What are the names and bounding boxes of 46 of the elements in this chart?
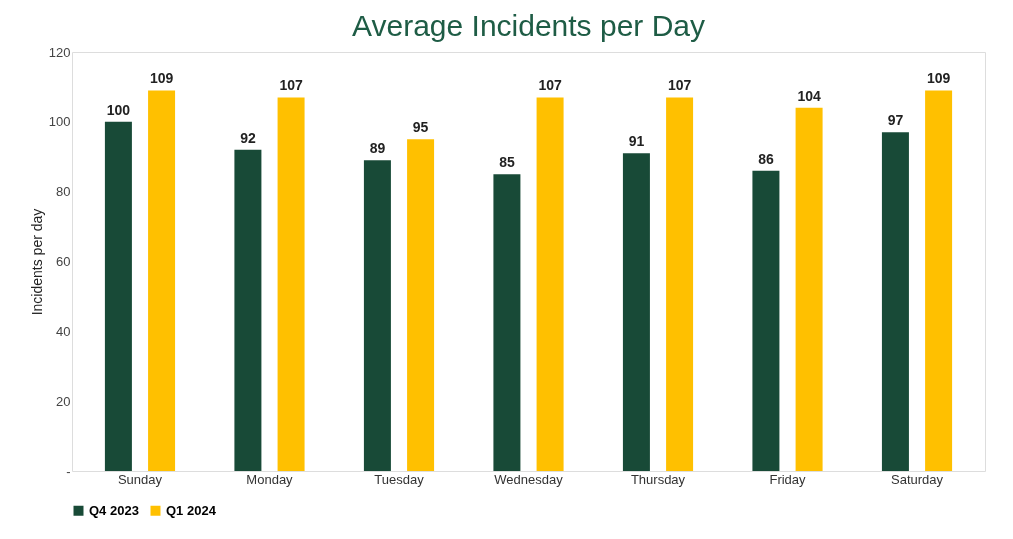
bar (277, 97, 305, 471)
data-label: 97 (887, 112, 904, 129)
x-tick-label: Saturday (890, 471, 944, 487)
data-label: 109 (926, 70, 951, 87)
y-tick-label: 80 (56, 184, 71, 200)
chart-title: Average Incidents per Day (352, 9, 705, 42)
y-axis-title: Incidents per day (28, 208, 45, 316)
x-tick-label: Sunday (117, 471, 163, 487)
x-tick-label: Tuesday (374, 471, 425, 487)
bar (536, 97, 564, 471)
y-tick-label: 40 (56, 323, 71, 339)
data-label: 107 (538, 77, 562, 94)
legend-label: Q4 2023 (89, 502, 139, 518)
data-label: 86 (758, 150, 774, 167)
y-tick-label: 100 (48, 114, 71, 130)
bar (622, 153, 650, 471)
data-label: 85 (499, 154, 515, 171)
bar (795, 107, 823, 471)
y-tick-label: - (66, 463, 71, 479)
y-tick-label: 20 (56, 393, 71, 409)
data-label: 109 (149, 70, 174, 87)
data-label: 107 (667, 77, 692, 94)
bar (925, 90, 953, 471)
data-label: 107 (279, 77, 303, 94)
bar (881, 132, 909, 471)
data-label: 91 (628, 133, 645, 150)
data-label: 92 (240, 129, 256, 146)
x-tick-label: Thursday (630, 471, 686, 487)
bar (363, 160, 391, 471)
data-label: 89 (369, 140, 386, 157)
y-tick-label: 120 (48, 44, 71, 60)
bar (234, 149, 262, 471)
x-tick-label: Friday (769, 471, 807, 487)
bar (148, 90, 176, 471)
legend-label: Q1 2024 (166, 502, 217, 518)
data-label: 95 (412, 119, 429, 136)
bar (752, 170, 780, 471)
x-tick-label: Wednesday (494, 471, 564, 487)
bar (407, 139, 435, 471)
y-tick-label: 60 (56, 254, 71, 269)
bar (666, 97, 694, 471)
data-label: 104 (797, 87, 821, 104)
data-label: 100 (106, 101, 131, 118)
bar (104, 121, 132, 471)
bar (493, 174, 521, 471)
x-tick-label: Monday (246, 471, 294, 487)
